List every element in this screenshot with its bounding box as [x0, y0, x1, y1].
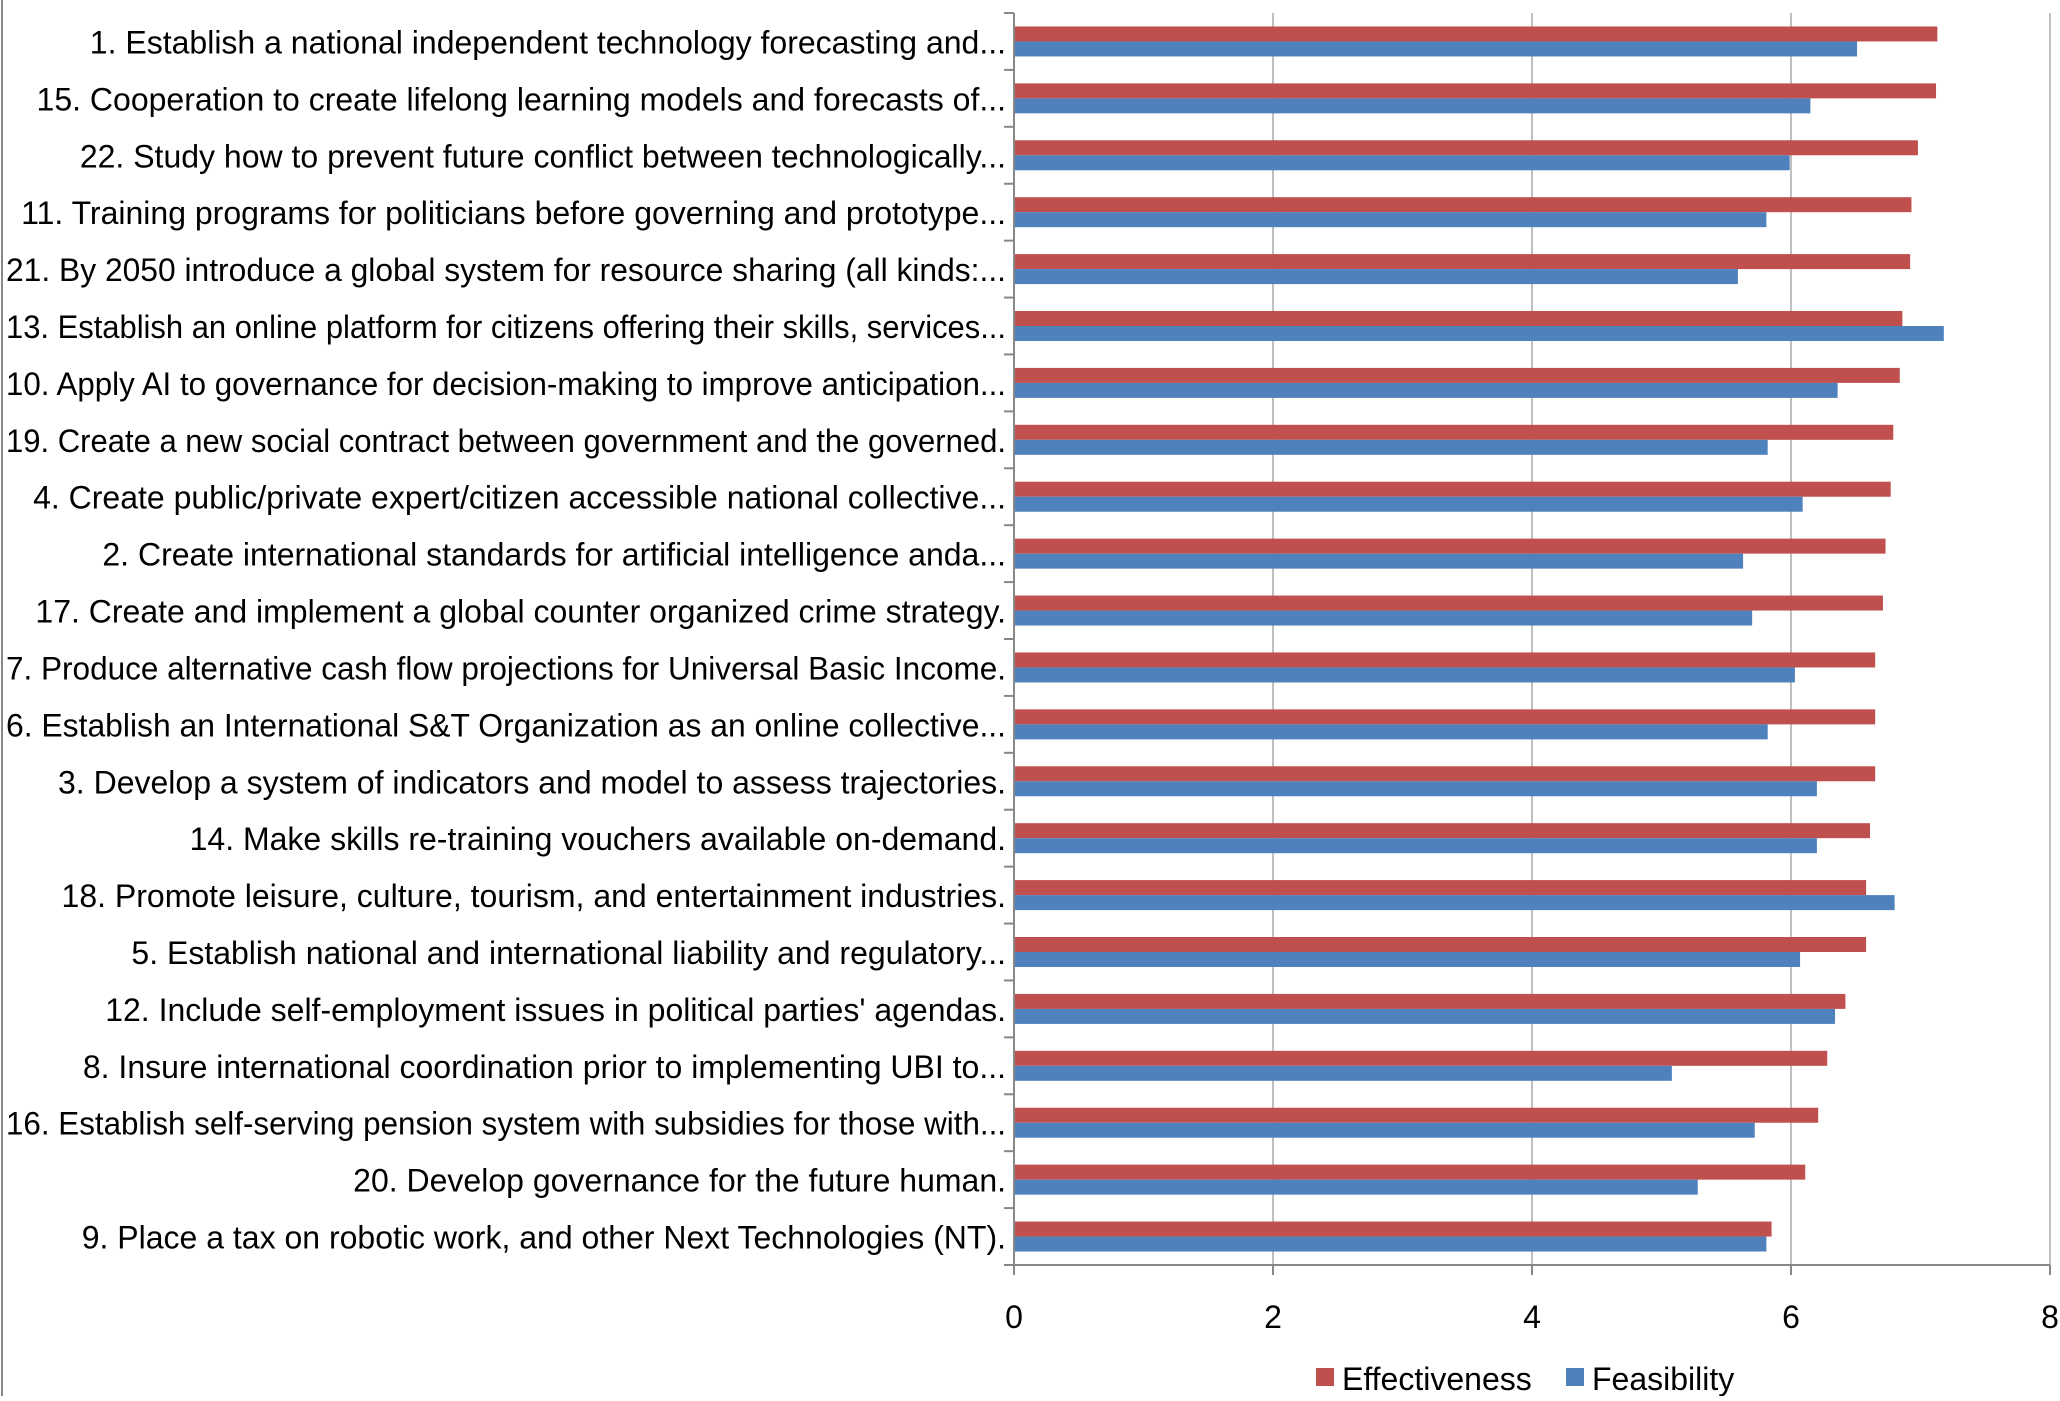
- x-tick-label: 6: [1782, 1299, 1800, 1335]
- bar-effectiveness-14: [1014, 766, 1876, 782]
- bar-effectiveness-4: [1014, 197, 1912, 213]
- bar-feasibility-20: [1014, 1122, 1755, 1138]
- bar-effectiveness-5: [1014, 254, 1911, 270]
- bar-feasibility-9: [1014, 496, 1803, 512]
- bar-feasibility-10: [1014, 553, 1744, 569]
- bar-effectiveness-15: [1014, 823, 1870, 839]
- legend: Effectiveness Feasibility: [1316, 1361, 1734, 1397]
- category-label: 8. Insure international coordination pri…: [83, 1049, 1006, 1085]
- category-label: 6. Establish an International S&T Organi…: [6, 707, 1006, 743]
- x-tick-label: 0: [1005, 1299, 1023, 1335]
- bar-effectiveness-10: [1014, 538, 1886, 554]
- bar-feasibility-11: [1014, 610, 1753, 626]
- bar-feasibility-8: [1014, 439, 1768, 455]
- bar-feasibility-13: [1014, 724, 1768, 740]
- bar-effectiveness-19: [1014, 1050, 1828, 1066]
- legend-label-feasibility: Feasibility: [1592, 1361, 1734, 1396]
- bar-feasibility-1: [1014, 41, 1858, 57]
- bar-effectiveness-2: [1014, 83, 1937, 99]
- bar-effectiveness-13: [1014, 709, 1876, 725]
- bar-effectiveness-3: [1014, 140, 1918, 156]
- bar-feasibility-21: [1014, 1179, 1698, 1195]
- category-label: 18. Promote leisure, culture, tourism, a…: [62, 878, 1006, 914]
- bar-feasibility-17: [1014, 952, 1801, 967]
- bar-feasibility-15: [1014, 838, 1817, 854]
- bar-feasibility-22: [1014, 1236, 1767, 1252]
- category-label: 12. Include self-employment issues in po…: [105, 992, 1006, 1028]
- bar-feasibility-18: [1014, 1008, 1836, 1024]
- category-label: 9. Place a tax on robotic work, and othe…: [82, 1220, 1006, 1256]
- bar-effectiveness-6: [1014, 311, 1903, 326]
- bar-effectiveness-16: [1014, 880, 1867, 896]
- bar-effectiveness-22: [1014, 1221, 1772, 1237]
- category-label: 2. Create international standards for ar…: [102, 537, 1006, 573]
- category-label: 16. Establish self-serving pension syste…: [6, 1106, 1006, 1142]
- category-label: 20. Develop governance for the future hu…: [353, 1163, 1006, 1199]
- bar-feasibility-3: [1014, 155, 1790, 171]
- bar-effectiveness-17: [1014, 937, 1867, 952]
- category-label: 4. Create public/private expert/citizen …: [33, 480, 1006, 516]
- bar-effectiveness-9: [1014, 481, 1891, 497]
- category-label: 14. Make skills re-training vouchers ava…: [190, 821, 1006, 857]
- category-label: 21. By 2050 introduce a global system fo…: [6, 252, 1006, 288]
- bar-effectiveness-7: [1014, 367, 1900, 383]
- category-label: 3. Develop a system of indicators and mo…: [58, 764, 1006, 800]
- bar-feasibility-6: [1014, 326, 1944, 341]
- category-label: 10. Apply AI to governance for decision-…: [6, 366, 1006, 402]
- x-tick-label: 4: [1523, 1299, 1541, 1335]
- bar-feasibility-14: [1014, 781, 1817, 797]
- legend-label-effectiveness: Effectiveness: [1342, 1361, 1532, 1396]
- bar-effectiveness-18: [1014, 993, 1846, 1009]
- bar-effectiveness-12: [1014, 652, 1876, 668]
- category-label: 1. Establish a national independent tech…: [90, 24, 1006, 60]
- bar-effectiveness-21: [1014, 1164, 1806, 1180]
- bar-effectiveness-1: [1014, 26, 1938, 42]
- bar-feasibility-7: [1014, 382, 1838, 398]
- bar-feasibility-12: [1014, 667, 1795, 683]
- bar-effectiveness-20: [1014, 1107, 1819, 1123]
- category-label: 17. Create and implement a global counte…: [35, 594, 1006, 630]
- bar-feasibility-19: [1014, 1065, 1672, 1081]
- x-tick-label: 2: [1264, 1299, 1282, 1335]
- bar-feasibility-16: [1014, 895, 1895, 911]
- category-label: 5. Establish national and international …: [131, 935, 1006, 971]
- bar-feasibility-2: [1014, 98, 1811, 114]
- category-label: 22. Study how to prevent future conflict…: [80, 138, 1006, 174]
- bar-effectiveness-8: [1014, 424, 1894, 440]
- bar-effectiveness-11: [1014, 595, 1883, 611]
- legend-swatch-feasibility: [1566, 1368, 1584, 1386]
- category-label: 11. Training programs for politicians be…: [21, 195, 1006, 231]
- category-label: 13. Establish an online platform for cit…: [6, 309, 1006, 345]
- category-label: 7. Produce alternative cash flow project…: [6, 650, 1006, 686]
- category-label: 15. Cooperation to create lifelong learn…: [37, 81, 1006, 117]
- bars: [1014, 26, 1944, 1252]
- bar-feasibility-5: [1014, 269, 1738, 285]
- category-label: 19. Create a new social contract between…: [6, 423, 1006, 459]
- bar-feasibility-4: [1014, 212, 1767, 228]
- legend-swatch-effectiveness: [1316, 1368, 1334, 1386]
- x-tick-label: 8: [2041, 1299, 2059, 1335]
